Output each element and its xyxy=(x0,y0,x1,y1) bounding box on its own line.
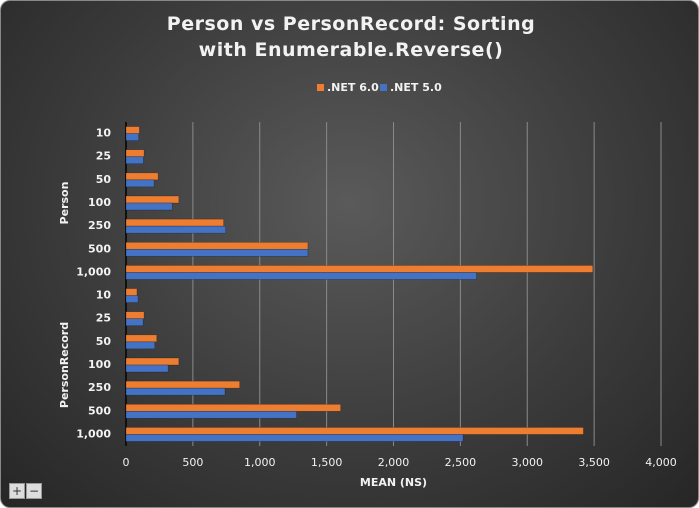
bar xyxy=(125,427,584,435)
legend-swatch xyxy=(380,84,387,91)
y-tick-label: 250 xyxy=(88,381,111,394)
bar xyxy=(125,202,173,211)
legend-swatch xyxy=(317,84,324,91)
y-tick-label: 10 xyxy=(96,289,112,302)
y-tick-label: 25 xyxy=(96,312,111,325)
bar xyxy=(125,272,477,280)
bar xyxy=(125,295,139,303)
bar xyxy=(125,334,158,343)
x-axis-title: MEAN (NS) xyxy=(360,476,427,489)
bar xyxy=(125,434,464,442)
legend-label: .NET 5.0 xyxy=(390,81,442,94)
y-tick-label: 100 xyxy=(88,358,111,371)
x-tick-label: 1,500 xyxy=(311,456,343,469)
bar xyxy=(125,357,180,366)
bar xyxy=(125,311,145,320)
y-tick-label: 500 xyxy=(88,242,111,255)
y-tick-label: 50 xyxy=(96,173,112,186)
x-tick-label: 2,500 xyxy=(445,456,477,469)
bar xyxy=(125,241,309,250)
bar xyxy=(125,288,138,296)
bar xyxy=(125,410,297,419)
zoom-in[interactable]: + xyxy=(9,483,25,499)
bar xyxy=(125,126,140,134)
bar xyxy=(125,387,226,396)
bar xyxy=(125,403,341,412)
bar xyxy=(125,149,145,158)
chart-title: Person vs PersonRecord: Sorting with Enu… xyxy=(166,13,536,61)
x-tick-label: 1,000 xyxy=(244,456,276,469)
bar xyxy=(125,156,144,165)
x-tick-label: 500 xyxy=(182,456,203,469)
group-label: Person xyxy=(58,182,71,225)
bar xyxy=(125,225,226,234)
bar xyxy=(125,318,144,327)
group-label: PersonRecord xyxy=(58,322,71,408)
y-tick-label: 25 xyxy=(96,150,111,163)
bar xyxy=(125,380,240,389)
bar xyxy=(125,172,159,181)
bar xyxy=(125,195,180,204)
bar xyxy=(125,341,156,350)
bar xyxy=(125,179,155,188)
y-tick-label: 1,000 xyxy=(76,265,111,278)
x-tick-label: 3,000 xyxy=(512,456,544,469)
bar xyxy=(125,218,224,227)
y-tick-label: 100 xyxy=(88,196,111,209)
zoom-out[interactable]: − xyxy=(26,483,42,499)
bar xyxy=(125,364,169,373)
y-tick-label: 1,000 xyxy=(76,427,111,440)
y-tick-label: 250 xyxy=(88,219,111,232)
x-tick-label: 0 xyxy=(123,456,130,469)
bar xyxy=(125,265,594,273)
x-tick-label: 3,500 xyxy=(578,456,610,469)
bar xyxy=(125,248,309,257)
y-tick-label: 500 xyxy=(88,404,111,417)
bar xyxy=(125,133,140,141)
x-tick-label: 4,000 xyxy=(645,456,677,469)
y-tick-label: 10 xyxy=(96,127,112,140)
legend-label: .NET 6.0 xyxy=(327,81,379,94)
x-tick-label: 2,000 xyxy=(378,456,410,469)
y-tick-label: 50 xyxy=(96,335,112,348)
